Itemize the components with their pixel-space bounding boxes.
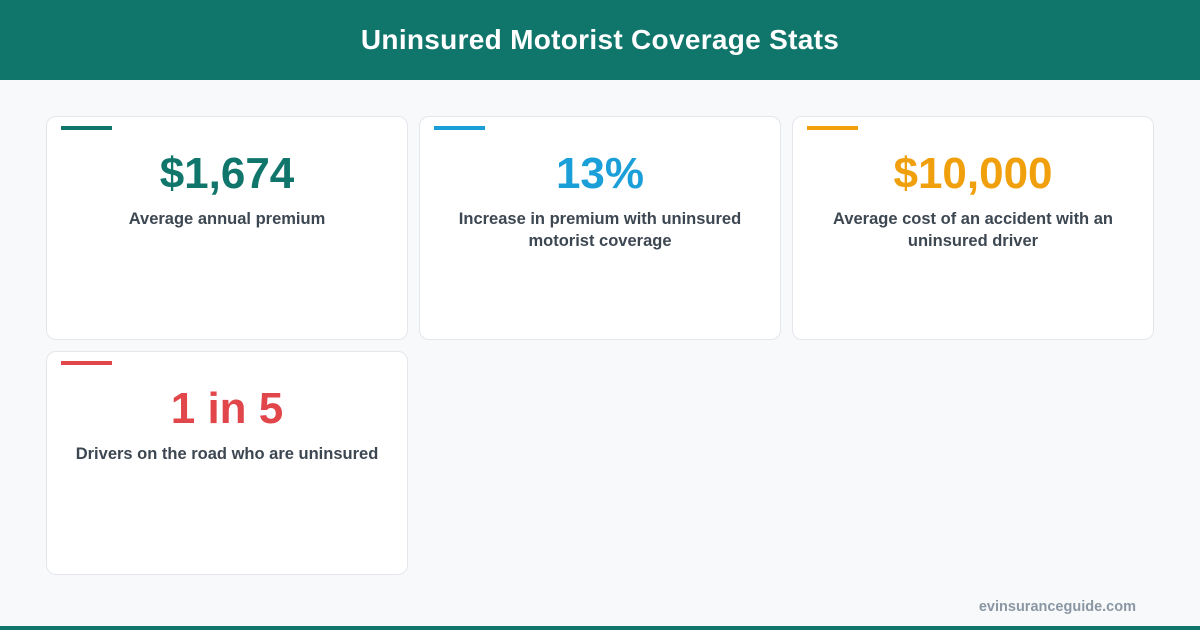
- stat-card: 13% Increase in premium with uninsured mo…: [419, 116, 781, 340]
- accent-bar: [434, 126, 485, 130]
- bottom-bar: [0, 626, 1200, 630]
- stat-value: $1,674: [159, 149, 295, 198]
- stat-label: Average cost of an accident with an unin…: [833, 210, 1113, 250]
- header-title: Uninsured Motorist Coverage Stats: [0, 0, 1200, 80]
- stat-label: Drivers on the road who are uninsured: [75, 445, 379, 463]
- stat-value: 13%: [555, 149, 645, 198]
- accent-bar: [807, 126, 858, 130]
- accent-bar: [61, 361, 112, 365]
- stat-value: 1 in 5: [170, 384, 284, 433]
- footer-source: evinsuranceguide.com: [978, 599, 1136, 615]
- stat-card: 1 in 5 Drivers on the road who are uninsu…: [46, 351, 408, 575]
- stat-card: $10,000 Average cost of an accident with …: [792, 116, 1154, 340]
- accent-bar: [61, 126, 112, 130]
- stat-value: $10,000: [893, 149, 1053, 198]
- card-grid: $1,674 Average annual premium 13% Increase …: [46, 116, 1154, 575]
- stat-label: Average annual premium: [128, 210, 326, 228]
- stat-card: $1,674 Average annual premium: [46, 116, 408, 340]
- stat-label: Increase in premium with uninsured motor…: [458, 210, 742, 250]
